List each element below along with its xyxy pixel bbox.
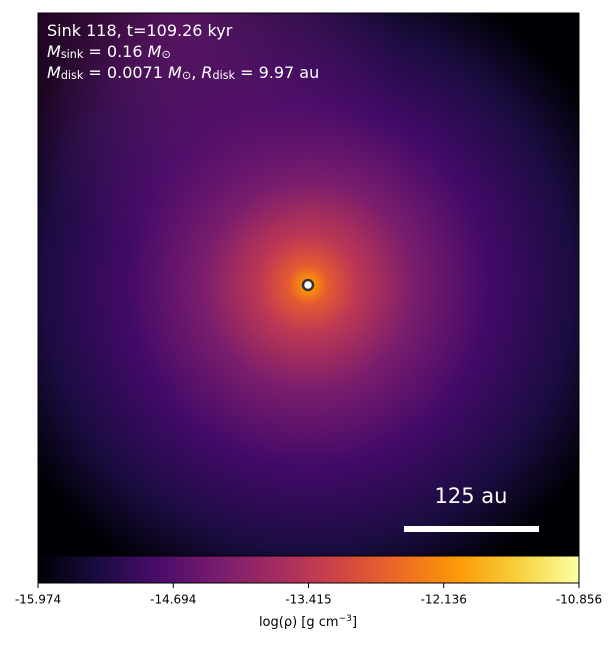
subscript: disk — [212, 69, 235, 82]
text-part: R — [201, 63, 212, 82]
tick-label: -10.856 — [556, 593, 602, 607]
annotation: Msink = 0.16 M⊙ — [47, 42, 171, 61]
subscript: sink — [61, 48, 84, 61]
text-part: , — [191, 63, 201, 82]
colorbar-label: log(ρ) [g cm−3] — [259, 614, 357, 630]
text-part: = 0.16 — [83, 42, 147, 61]
text-part: M — [47, 42, 61, 61]
colorbar-axis: -15.974 -14.694 -13.415 -12.136 -10.856 — [15, 583, 602, 607]
text-part: M — [168, 63, 182, 82]
text-part: = 0.0071 — [83, 63, 168, 82]
tick-label: -12.136 — [421, 593, 467, 607]
scale-bar-label: 125 au — [435, 484, 508, 508]
text-part: = 9.97 au — [235, 63, 319, 82]
sink-marker — [301, 278, 315, 292]
annotation: Sink 118, t=109.26 kyr — [47, 21, 233, 40]
subscript: disk — [61, 69, 84, 82]
tick-label: -15.974 — [15, 593, 61, 607]
subscript: ⊙ — [161, 48, 170, 61]
text-part: M — [47, 63, 61, 82]
density-map: 125 au — [37, 12, 580, 557]
text-part: Sink 118, t=109.26 kyr — [47, 21, 233, 40]
text-part: M — [148, 42, 162, 61]
superscript: −3 — [339, 614, 353, 624]
tick-label: -13.415 — [285, 593, 331, 607]
text-part: log(ρ) [g cm — [259, 615, 339, 630]
subscript: ⊙ — [182, 69, 191, 82]
colorbar — [37, 555, 580, 584]
tick-label: -14.694 — [150, 593, 196, 607]
annotation: Mdisk = 0.0071 M⊙, Rdisk = 9.97 au — [47, 63, 319, 82]
text-part: ] — [352, 615, 357, 630]
